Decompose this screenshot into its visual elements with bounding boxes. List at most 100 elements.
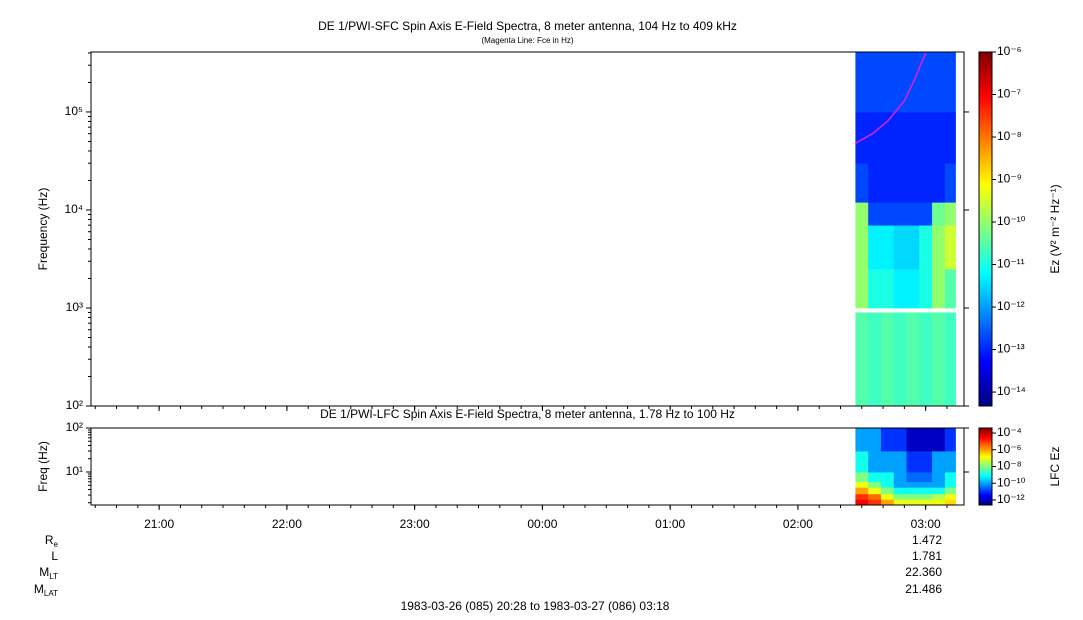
ephemeris-label-main: M — [39, 565, 49, 579]
spectrogram-cell — [868, 428, 882, 452]
spectrogram-cell — [944, 472, 956, 483]
spectrogram-cell — [855, 52, 869, 113]
ephemeris-label: MLAT — [34, 582, 58, 598]
spectrogram-cell — [906, 493, 920, 500]
spectrogram-cell — [932, 451, 946, 473]
spectrogram-cell — [893, 163, 907, 203]
ephemeris-label-sub: LT — [49, 572, 58, 581]
spectrogram-cell — [932, 111, 946, 164]
spectrogram-cell — [893, 487, 907, 495]
colorbar-tick-label: 10⁻¹² — [997, 492, 1025, 506]
spectrogram-cell — [919, 268, 933, 309]
x-tick-label: 23:00 — [400, 517, 430, 531]
spectrogram-cell — [932, 268, 946, 309]
spectrogram-cell — [906, 163, 920, 203]
spectrogram-cell — [893, 312, 907, 407]
ephemeris-label-sub: e — [54, 540, 59, 549]
spectrogram-cell — [855, 268, 869, 309]
spectrogram-cell — [893, 52, 907, 113]
spectrogram-cell — [880, 163, 895, 203]
spectrogram-cell — [944, 428, 956, 452]
y-tick-label: 10² — [66, 398, 83, 412]
spectrogram-cell — [855, 472, 869, 483]
plot-frame — [90, 51, 965, 407]
spectrogram-cell — [932, 163, 946, 203]
spectrogram-cell — [932, 481, 946, 488]
panel-subtitle: (Magenta Line: Fce in Hz) — [481, 36, 573, 45]
spectrogram-cell — [893, 202, 907, 226]
ephemeris-label: MLT — [39, 565, 58, 581]
spectrogram-cell — [932, 225, 946, 270]
spectrogram-cell — [868, 487, 882, 495]
spectrogram-cell — [893, 225, 907, 270]
spectrogram-cell — [944, 52, 956, 113]
plot-frame — [90, 427, 965, 506]
colorbar-tick-label: 10⁻⁸ — [997, 129, 1022, 143]
y-axis-label: Freq (Hz) — [36, 441, 50, 492]
spectrogram-cell — [932, 472, 946, 483]
spectrogram-cell — [868, 111, 882, 164]
spectrogram-cell — [919, 52, 933, 113]
x-tick-label: 03:00 — [911, 517, 941, 531]
spectrogram-cell — [855, 487, 869, 495]
spectrogram-cell — [893, 428, 907, 452]
spectrogram-cell — [932, 202, 946, 226]
spectrogram-cell — [880, 487, 895, 495]
spectrogram-cell — [868, 202, 882, 226]
spectrogram-cell — [932, 499, 946, 506]
spectrogram-cell — [880, 111, 895, 164]
ephemeris-label-main: R — [45, 533, 54, 547]
spectrogram-cell — [944, 312, 956, 407]
spectrogram-cell — [880, 202, 895, 226]
spectrogram-cell — [868, 493, 882, 500]
spectrogram-cell — [868, 225, 882, 270]
spectrogram-cell — [944, 202, 956, 226]
ephemeris-value: 1.781 — [912, 549, 942, 563]
panel-title: DE 1/PWI-LFC Spin Axis E-Field Spectra, … — [320, 407, 735, 421]
spectrogram-cell — [932, 487, 946, 495]
spectrogram-cell — [944, 487, 956, 495]
spectrogram-cell — [855, 493, 869, 500]
spectrogram-cell — [855, 312, 869, 407]
spectrogram-cell — [932, 493, 946, 500]
spectrogram-cell — [893, 481, 907, 488]
spectrogram-cell — [893, 472, 907, 483]
spectrogram-cell — [932, 312, 946, 407]
colorbar-tick-label: 10⁻⁸ — [997, 459, 1022, 473]
colorbar-tick-label: 10⁻¹⁰ — [997, 475, 1026, 489]
spectrogram-cell — [906, 202, 920, 226]
y-axis-label: Frequency (Hz) — [36, 188, 50, 271]
spectrogram-cell — [944, 493, 956, 500]
ephemeris-value: 22.360 — [905, 565, 942, 579]
spectrogram-cell — [880, 451, 895, 473]
spectrogram-cell — [944, 268, 956, 309]
spectrogram-cell — [919, 163, 933, 203]
spectrogram-cell — [906, 111, 920, 164]
colorbar-tick-label: 10⁻⁹ — [997, 172, 1022, 186]
spectrogram-cell — [855, 451, 869, 473]
x-tick-label: 01:00 — [655, 517, 685, 531]
y-tick-label: 10³ — [66, 300, 83, 314]
spectrogram-cell — [868, 163, 882, 203]
spectrogram-cell — [919, 451, 933, 473]
y-tick-label: 10⁵ — [65, 104, 83, 118]
ephemeris-label: L — [51, 549, 58, 563]
colorbar-tick-label: 10⁻⁷ — [997, 87, 1021, 101]
spectrogram-cell — [855, 111, 869, 164]
spectrogram-cell — [919, 481, 933, 488]
spectrogram-cell — [893, 499, 907, 506]
spectrogram-cell — [880, 225, 895, 270]
spectrogram-cell — [906, 487, 920, 495]
x-tick-label: 02:00 — [783, 517, 813, 531]
colorbar-tick-label: 10⁻¹⁰ — [997, 214, 1026, 228]
spectrogram-cell — [868, 499, 882, 506]
spectrogram-cell — [880, 481, 895, 488]
spectrogram-cell — [855, 481, 869, 488]
colorbar-tick-label: 10⁻⁴ — [997, 425, 1022, 439]
spectrogram-cell — [906, 481, 920, 488]
x-tick-label: 00:00 — [527, 517, 557, 531]
colorbar-tick-label: 10⁻¹² — [997, 299, 1025, 313]
spectrogram-cell — [919, 472, 933, 483]
ephemeris-value: 21.486 — [905, 582, 942, 596]
ephemeris-value: 1.472 — [912, 533, 942, 547]
